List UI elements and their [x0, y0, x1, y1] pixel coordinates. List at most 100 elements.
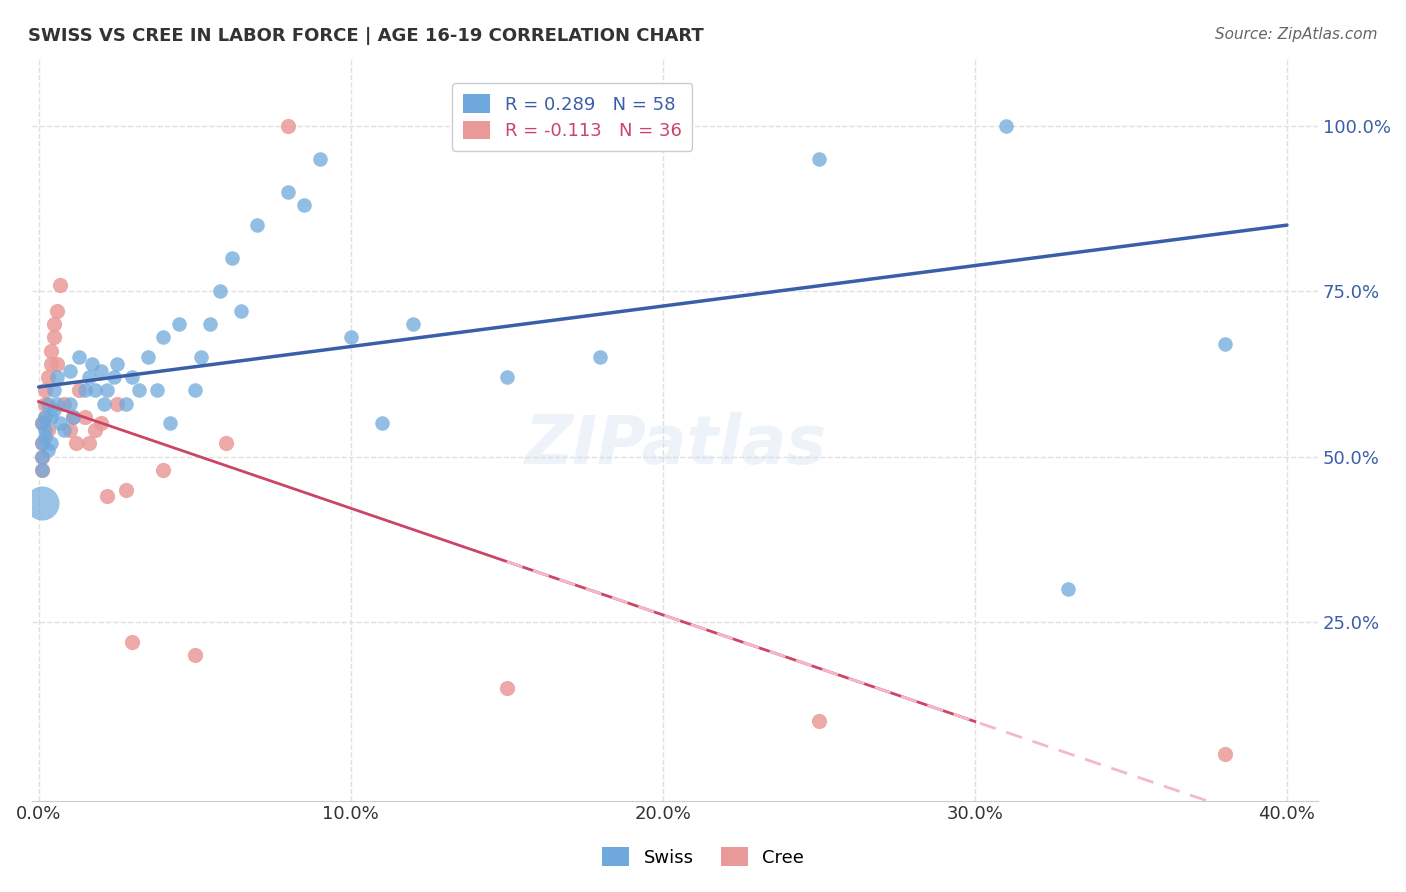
- Point: [183, 648, 205, 662]
- Point: [39, 357, 62, 371]
- Text: ZIPatlas: ZIPatlas: [524, 412, 827, 478]
- Point: [67, 351, 90, 365]
- Point: [105, 397, 128, 411]
- Point: [39, 436, 62, 450]
- Point: [37, 370, 59, 384]
- Point: [31, 417, 53, 431]
- Point: [96, 384, 118, 398]
- Point: [167, 318, 190, 332]
- Point: [995, 119, 1018, 133]
- Point: [231, 304, 253, 318]
- Point: [80, 357, 103, 371]
- Point: [807, 714, 830, 729]
- Point: [221, 251, 243, 265]
- Point: [37, 442, 59, 457]
- Point: [75, 409, 97, 424]
- Point: [1057, 582, 1080, 596]
- Point: [44, 384, 66, 398]
- Point: [103, 370, 125, 384]
- Point: [83, 384, 105, 398]
- Point: [83, 423, 105, 437]
- Point: [37, 397, 59, 411]
- Point: [190, 351, 212, 365]
- Text: SWISS VS CREE IN LABOR FORCE | AGE 16-19 CORRELATION CHART: SWISS VS CREE IN LABOR FORCE | AGE 16-19…: [28, 27, 704, 45]
- Point: [152, 463, 174, 477]
- Point: [308, 152, 330, 166]
- Point: [90, 363, 112, 377]
- Point: [115, 397, 138, 411]
- Point: [65, 436, 87, 450]
- Point: [246, 218, 269, 232]
- Point: [121, 370, 143, 384]
- Point: [31, 463, 53, 477]
- Point: [34, 384, 56, 398]
- Point: [128, 384, 150, 398]
- Point: [44, 403, 66, 417]
- Point: [67, 384, 90, 398]
- Point: [339, 330, 361, 344]
- Legend: Swiss, Cree: Swiss, Cree: [595, 840, 811, 874]
- Point: [96, 489, 118, 503]
- Point: [46, 357, 69, 371]
- Point: [31, 450, 53, 464]
- Point: [1213, 747, 1236, 762]
- Point: [200, 318, 222, 332]
- Point: [1213, 337, 1236, 351]
- Point: [146, 384, 169, 398]
- Point: [39, 343, 62, 358]
- Point: [44, 318, 66, 332]
- Point: [34, 423, 56, 437]
- Point: [651, 119, 673, 133]
- Point: [37, 423, 59, 437]
- Point: [136, 351, 159, 365]
- Point: [34, 397, 56, 411]
- Point: [208, 284, 231, 298]
- Point: [807, 152, 830, 166]
- Point: [292, 198, 315, 212]
- Point: [115, 483, 138, 497]
- Point: [52, 397, 75, 411]
- Point: [121, 635, 143, 649]
- Point: [371, 417, 394, 431]
- Point: [93, 397, 115, 411]
- Point: [34, 409, 56, 424]
- Text: Source: ZipAtlas.com: Source: ZipAtlas.com: [1215, 27, 1378, 42]
- Point: [152, 330, 174, 344]
- Point: [277, 185, 299, 199]
- Point: [59, 397, 82, 411]
- Point: [62, 409, 84, 424]
- Point: [495, 370, 517, 384]
- Point: [46, 370, 69, 384]
- Point: [402, 318, 425, 332]
- Point: [277, 119, 299, 133]
- Point: [77, 436, 100, 450]
- Point: [62, 409, 84, 424]
- Point: [46, 304, 69, 318]
- Point: [90, 417, 112, 431]
- Point: [49, 417, 72, 431]
- Point: [31, 496, 53, 510]
- Legend: R = 0.289   N = 58, R = -0.113   N = 36: R = 0.289 N = 58, R = -0.113 N = 36: [453, 84, 692, 151]
- Point: [183, 384, 205, 398]
- Point: [75, 384, 97, 398]
- Point: [77, 370, 100, 384]
- Point: [31, 450, 53, 464]
- Point: [34, 409, 56, 424]
- Point: [46, 397, 69, 411]
- Point: [589, 351, 612, 365]
- Point: [44, 330, 66, 344]
- Point: [59, 363, 82, 377]
- Point: [215, 436, 238, 450]
- Point: [31, 417, 53, 431]
- Point: [52, 423, 75, 437]
- Point: [31, 436, 53, 450]
- Point: [31, 463, 53, 477]
- Point: [39, 409, 62, 424]
- Point: [31, 436, 53, 450]
- Point: [59, 423, 82, 437]
- Point: [159, 417, 181, 431]
- Point: [495, 681, 517, 695]
- Point: [49, 277, 72, 292]
- Point: [105, 357, 128, 371]
- Point: [34, 430, 56, 444]
